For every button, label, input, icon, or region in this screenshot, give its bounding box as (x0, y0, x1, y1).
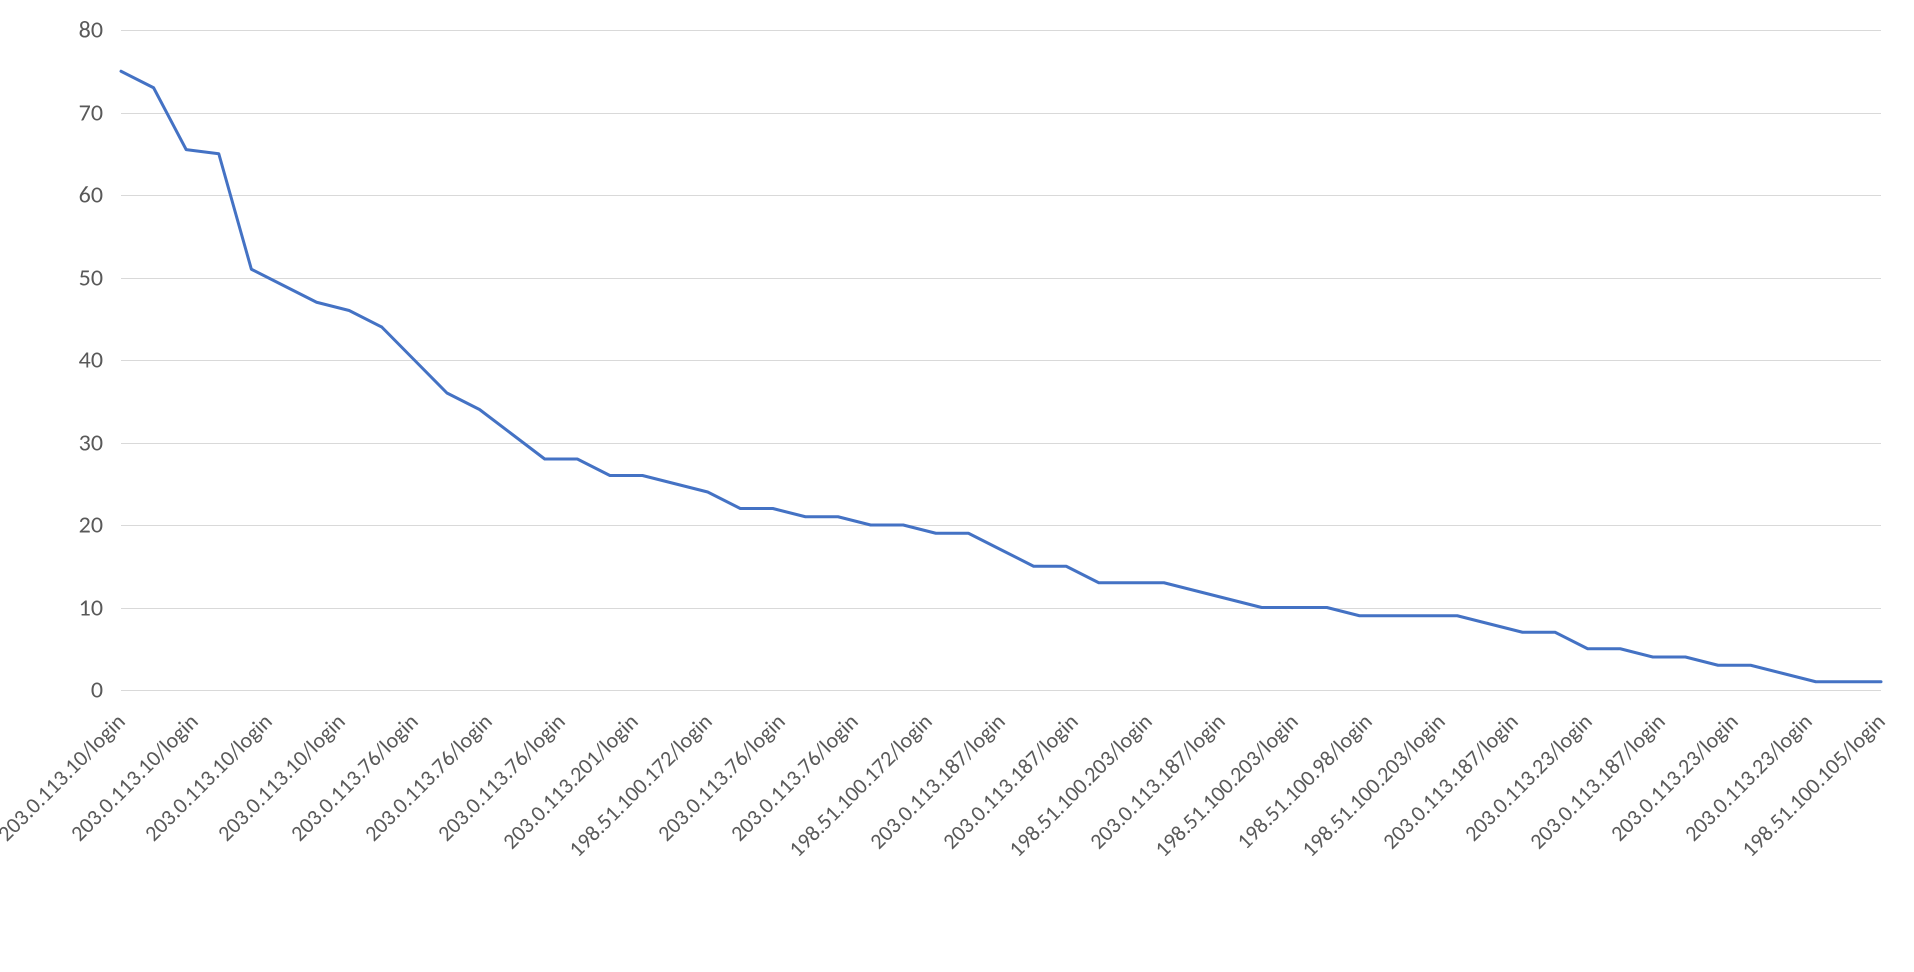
x-tick-label: 203.0.113.10/login (65, 708, 204, 847)
x-tick-label: 203.0.113.10/login (139, 708, 278, 847)
x-tick-label: 203.0.113.76/login (432, 708, 571, 847)
x-tick-label: 198.51.100.98/login (1231, 708, 1378, 855)
x-tick-label: 203.0.113.187/login (864, 708, 1011, 855)
x-tick-label: 203.0.113.23/login (1459, 708, 1598, 847)
x-tick-label: 203.0.113.76/login (359, 708, 498, 847)
x-tick-label: 203.0.113.201/login (497, 708, 644, 855)
x-tick-label: 203.0.113.23/login (1605, 708, 1744, 847)
x-tick-label: 203.0.113.187/login (937, 708, 1084, 855)
line-chart: 01020304050607080203.0.113.10/login203.0… (0, 0, 1914, 972)
x-tick-label: 203.0.113.187/login (1377, 708, 1524, 855)
x-tick-label: 203.0.113.76/login (652, 708, 791, 847)
x-tick-label: 203.0.113.187/login (1084, 708, 1231, 855)
plot-area: 01020304050607080203.0.113.10/login203.0… (120, 30, 1881, 691)
x-tick-label: 203.0.113.187/login (1524, 708, 1671, 855)
x-tick-label: 203.0.113.23/login (1679, 708, 1818, 847)
line-series (121, 30, 1881, 690)
x-tick-label: 203.0.113.76/login (725, 708, 864, 847)
x-tick-label: 203.0.113.10/login (212, 708, 351, 847)
gridline (121, 690, 1881, 691)
x-tick-label: 203.0.113.76/login (285, 708, 424, 847)
